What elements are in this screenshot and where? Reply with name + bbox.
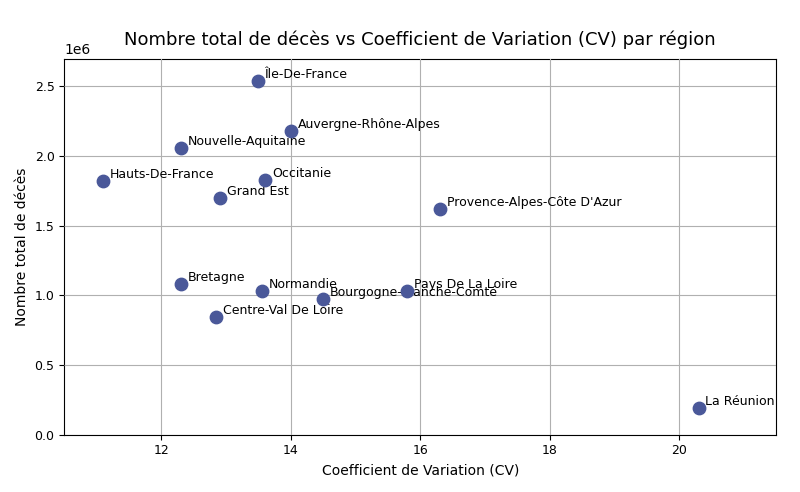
Text: Île-De-France: Île-De-France <box>266 68 348 81</box>
Point <box>174 279 187 287</box>
Point <box>258 176 271 184</box>
Text: La Réunion: La Réunion <box>706 395 775 408</box>
Text: Auvergne-Rhône-Alpes: Auvergne-Rhône-Alpes <box>298 118 441 131</box>
Y-axis label: Nombre total de décès: Nombre total de décès <box>15 167 29 326</box>
Text: Bretagne: Bretagne <box>188 271 246 284</box>
Point <box>284 127 297 135</box>
Point <box>255 287 268 295</box>
Text: Normandie: Normandie <box>269 278 338 291</box>
Point <box>174 144 187 152</box>
Point <box>434 205 446 213</box>
Point <box>252 77 265 85</box>
Text: Pays De La Loire: Pays De La Loire <box>414 278 518 291</box>
Point <box>210 313 222 321</box>
Point <box>317 295 330 303</box>
Title: Nombre total de décès vs Coefficient de Variation (CV) par région: Nombre total de décès vs Coefficient de … <box>125 30 716 49</box>
Text: Centre-Val De Loire: Centre-Val De Loire <box>223 304 343 317</box>
Text: Provence-Alpes-Côte D'Azur: Provence-Alpes-Côte D'Azur <box>446 196 621 209</box>
Text: Occitanie: Occitanie <box>272 167 331 180</box>
Point <box>401 287 414 295</box>
Text: Bourgogne-Franche-Comté: Bourgogne-Franche-Comté <box>330 286 498 299</box>
X-axis label: Coefficient de Variation (CV): Coefficient de Variation (CV) <box>322 463 519 477</box>
Text: Hauts-De-France: Hauts-De-France <box>110 168 214 182</box>
Point <box>214 194 226 202</box>
Point <box>97 177 110 185</box>
Point <box>692 403 705 411</box>
Text: Nouvelle-Aquitaine: Nouvelle-Aquitaine <box>188 135 306 148</box>
Text: Grand Est: Grand Est <box>226 185 288 198</box>
